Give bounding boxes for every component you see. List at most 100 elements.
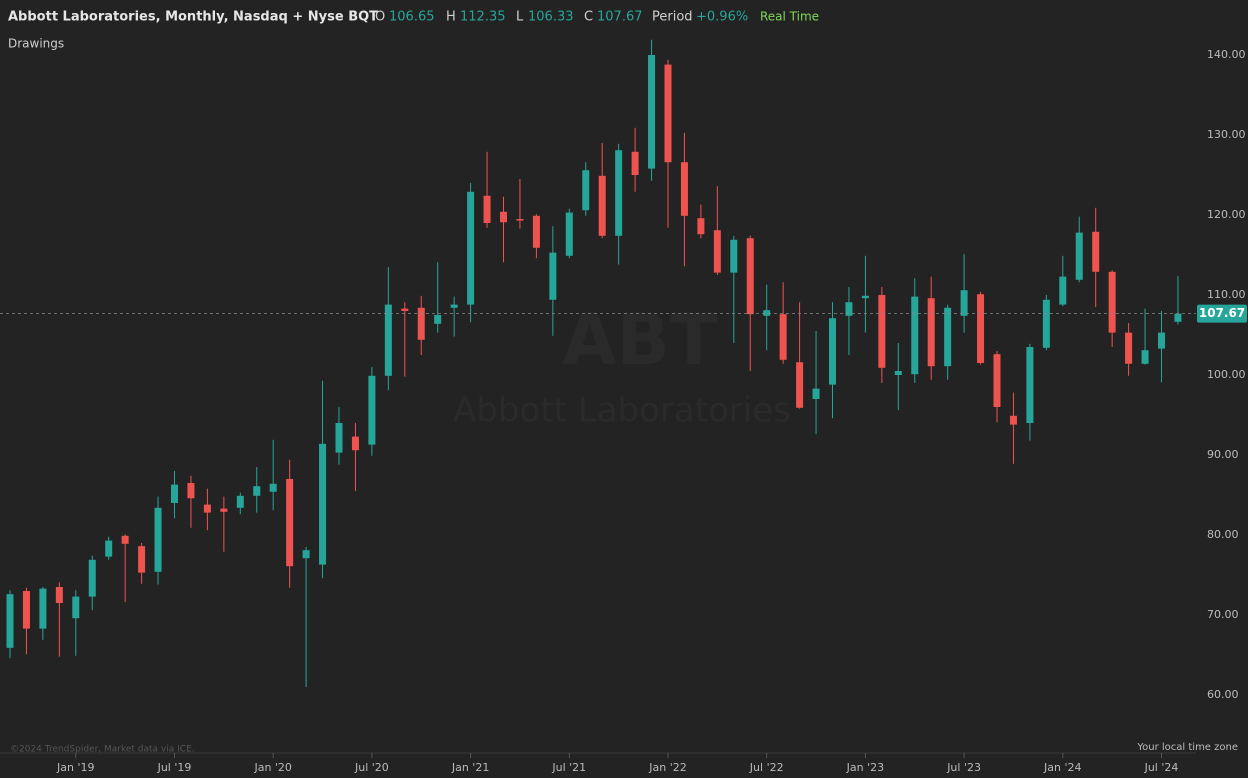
candle-body	[532, 215, 540, 248]
candle-body	[401, 308, 409, 311]
low-label: L	[516, 10, 524, 25]
x-tick-label: Jan '22	[648, 761, 686, 774]
candle-body	[829, 318, 836, 385]
candle-body	[302, 550, 310, 559]
candle-body	[598, 175, 606, 236]
watermark-symbol: ABT	[562, 299, 718, 381]
candle-body	[368, 375, 376, 445]
y-tick-label: 100.00	[1207, 368, 1246, 381]
candle-body	[138, 546, 146, 573]
candle-body	[88, 559, 96, 597]
y-tick-label: 110.00	[1207, 288, 1246, 301]
candle-body	[878, 295, 886, 368]
candle-body	[500, 211, 507, 223]
close-value: 107.67	[597, 10, 643, 25]
candle-body	[1174, 313, 1182, 322]
candle-body	[253, 486, 261, 496]
y-tick-label: 60.00	[1207, 688, 1239, 701]
candle-body	[1092, 231, 1100, 272]
candle-body	[72, 596, 80, 619]
open-value: 106.65	[389, 10, 435, 25]
candle-body	[269, 483, 277, 492]
x-tick-label: Jul '23	[946, 761, 981, 774]
x-tick-label: Jan '20	[253, 761, 291, 774]
candle-body	[6, 594, 14, 648]
candle-body	[697, 218, 705, 235]
y-tick-label: 140.00	[1207, 48, 1246, 61]
candle-body	[286, 479, 294, 567]
candle-body	[680, 162, 688, 216]
candle-body	[664, 64, 672, 163]
candle-body	[483, 195, 491, 223]
drawings-button[interactable]: Drawings	[8, 37, 64, 51]
candle-body	[565, 212, 573, 256]
candle-body	[911, 296, 919, 375]
y-tick-label: 120.00	[1207, 208, 1246, 221]
candle-body	[220, 508, 228, 512]
candle-body	[22, 591, 30, 629]
candle-body	[993, 354, 1001, 407]
last-price-tag	[1197, 304, 1247, 323]
timezone: Your local time zone	[1136, 742, 1238, 753]
candle-body	[1108, 271, 1116, 333]
high-label: H	[446, 10, 456, 25]
candle-body	[121, 535, 129, 544]
candle-body	[434, 315, 442, 324]
y-tick-label: 130.00	[1207, 128, 1246, 141]
candle-body	[549, 252, 557, 300]
candle-body	[1042, 299, 1050, 348]
chart-title: Abbott Laboratories, Monthly, Nasdaq + N…	[8, 10, 378, 25]
x-tick-label: Jan '19	[56, 761, 94, 774]
y-tick-label: 90.00	[1207, 448, 1239, 461]
candle-body	[582, 170, 590, 211]
feed-status[interactable]: Real Time	[760, 10, 819, 24]
x-tick-label: Jul '21	[551, 761, 586, 774]
candle-body	[417, 307, 425, 340]
x-tick-label: Jul '19	[157, 761, 192, 774]
x-tick-label: Jan '23	[846, 761, 884, 774]
x-tick-label: Jul '24	[1144, 761, 1179, 774]
candle-body	[779, 314, 787, 360]
candle-body	[1141, 350, 1149, 364]
y-tick-label: 70.00	[1207, 608, 1239, 621]
candle-body	[467, 191, 475, 305]
candle-body	[796, 362, 804, 408]
watermark-name: Abbott Laboratories	[453, 391, 791, 431]
x-tick-label: Jan '24	[1043, 761, 1081, 774]
x-tick-label: Jan '21	[451, 761, 489, 774]
last-price-label: 107.67	[1199, 306, 1245, 320]
candle-body	[763, 310, 771, 316]
candle-body	[1026, 347, 1034, 423]
candle-body	[927, 298, 935, 367]
period-label: Period	[652, 10, 693, 25]
candle-body	[171, 484, 178, 503]
candle-body	[894, 371, 902, 375]
candle-body	[187, 483, 195, 499]
candle-body	[319, 443, 327, 565]
y-tick-label: 80.00	[1207, 528, 1239, 541]
close-label: C	[584, 10, 593, 25]
candle-body	[1009, 415, 1017, 425]
candle-body	[812, 388, 820, 399]
candle-body	[1158, 332, 1165, 349]
candle-body	[105, 540, 113, 557]
candle-body	[960, 290, 968, 316]
candle-body	[1125, 332, 1133, 364]
candle-body	[351, 436, 359, 451]
candle-body	[450, 304, 458, 308]
candle-body	[615, 150, 623, 236]
candle-body	[236, 495, 244, 508]
candle-body	[845, 302, 853, 316]
candle-body	[713, 230, 721, 273]
low-value: 106.33	[528, 10, 574, 25]
candle-body	[944, 307, 952, 367]
period-change: +0.96%	[696, 10, 748, 25]
candle-body	[648, 55, 656, 169]
high-value: 112.35	[460, 10, 506, 25]
candle-body	[39, 588, 47, 629]
candle-body	[203, 504, 211, 513]
candle-body	[154, 507, 162, 572]
